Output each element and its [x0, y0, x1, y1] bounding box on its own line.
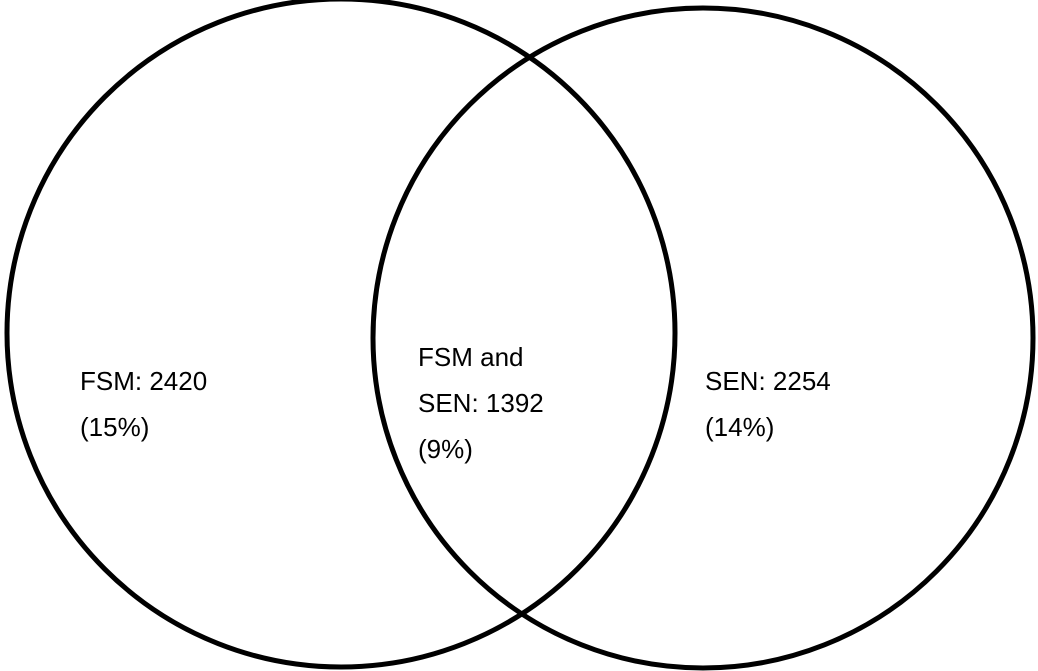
- fsm-circle: [4, 0, 678, 670]
- region-label: (15%): [80, 412, 149, 442]
- region-label: FSM: 2420: [80, 366, 207, 396]
- region-label: SEN: 1392: [418, 388, 544, 418]
- labels: FSM: 2420 (15%) FSM and SEN: 1392 (9%) SEN: 2…: [80, 342, 831, 464]
- region-label: FSM and: [418, 342, 524, 372]
- sen-circle: [370, 5, 1036, 671]
- region-label: SEN: 2254: [705, 366, 831, 396]
- region-label: (9%): [418, 434, 473, 464]
- region-label: (14%): [705, 412, 774, 442]
